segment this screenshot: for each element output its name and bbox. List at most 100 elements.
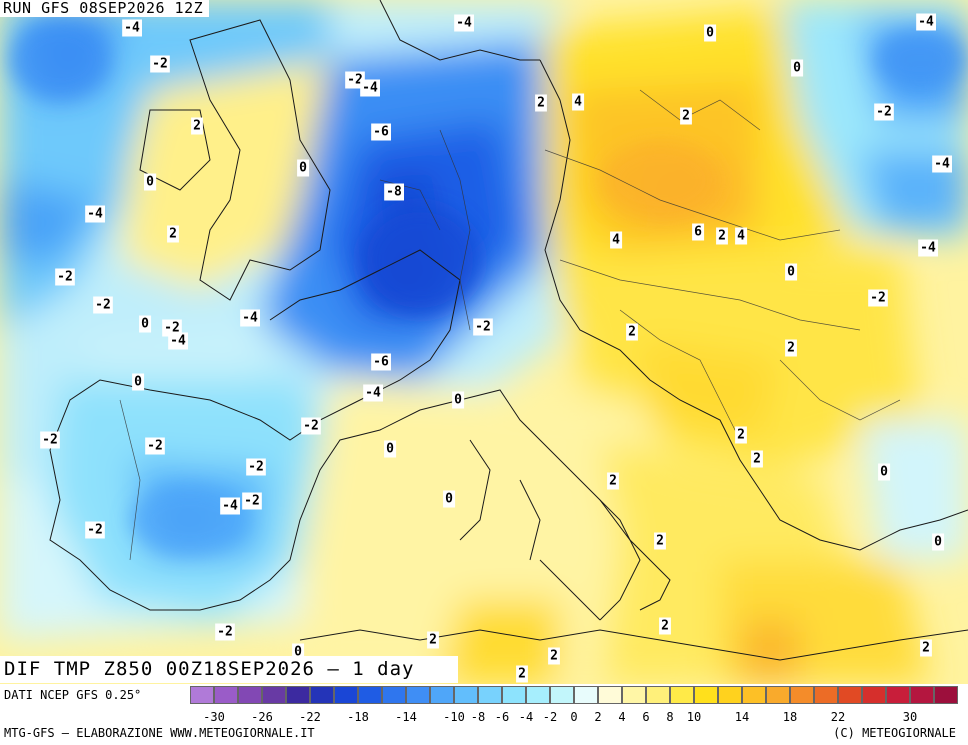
isoline-label: 4: [574, 95, 582, 110]
isoline-label-box: [371, 123, 391, 141]
isoline-label: 2: [787, 341, 795, 356]
scale-tick-label: -18: [347, 710, 369, 724]
scale-tick-label: 30: [902, 710, 918, 724]
scale-tick-label: -10: [443, 710, 465, 724]
isoline-label: 2: [609, 474, 617, 489]
scale-swatch: [286, 686, 310, 704]
isoline-label-box: [384, 440, 397, 458]
isoline-label-box: [454, 14, 474, 32]
isoline-label: 2: [661, 619, 669, 634]
isoline-label: 2: [169, 227, 177, 242]
isoline-label-box: [791, 59, 804, 77]
isoline-label: -4: [124, 21, 140, 36]
scale-tick-label: 0: [570, 710, 578, 724]
isoline-label-box: [191, 117, 203, 135]
scale-swatch: [814, 686, 838, 704]
scale-swatch: [526, 686, 550, 704]
isoline-label: 0: [445, 492, 453, 507]
isoline-label: -4: [365, 386, 381, 401]
isoline-label-box: [785, 263, 798, 281]
isoline-label: 2: [737, 428, 745, 443]
isoline-label: -4: [456, 16, 472, 31]
isoline-label: -2: [248, 460, 264, 475]
borders: [119, 89, 901, 561]
scale-tick-label: -8: [470, 710, 486, 724]
scale-swatch: [502, 686, 526, 704]
isoline-label: -4: [918, 15, 934, 30]
isoline-label-box: [167, 225, 179, 243]
isoline-label: 2: [429, 633, 437, 648]
scale-swatch: [478, 686, 502, 704]
isoline-label-box: [692, 223, 705, 241]
isoline-label-box: [93, 296, 113, 314]
isoline-label-box: [345, 71, 365, 89]
isoline-label: 4: [737, 229, 745, 244]
isoline-label: 2: [682, 109, 690, 124]
scale-swatch: [190, 686, 214, 704]
isoline-label: -2: [244, 494, 260, 509]
scale-swatch: [214, 686, 238, 704]
scale-swatch: [622, 686, 646, 704]
isoline-label: 0: [787, 265, 795, 280]
isoline-label: 2: [193, 119, 201, 134]
scale-swatch: [862, 686, 886, 704]
isoline-label: 0: [299, 161, 307, 176]
isoline-label-box: [363, 384, 383, 402]
isoline-label: 6: [694, 225, 702, 240]
isoline-label: 2: [753, 452, 761, 467]
isoline-label-box: [868, 289, 888, 307]
isoline-label: -2: [147, 439, 163, 454]
isoline-label-box: [371, 353, 391, 371]
isoline-label: -4: [934, 157, 950, 172]
isoline-label: 0: [934, 535, 942, 550]
isoline-label-box: [610, 231, 623, 249]
scale-tick-label: -14: [395, 710, 417, 724]
isoline-label: 0: [793, 61, 801, 76]
isoline-label-box: [659, 617, 671, 635]
isoline-label: -2: [42, 433, 58, 448]
isoline-label: 2: [518, 667, 526, 682]
isoline-label-box: [572, 93, 585, 111]
isoline-label: 0: [706, 26, 714, 41]
isoline-label-box: [384, 183, 404, 201]
scale-swatch: [670, 686, 694, 704]
scale-swatch: [238, 686, 262, 704]
isoline-label: 4: [612, 233, 620, 248]
isoline-label-box: [535, 94, 547, 112]
isoline-label-box: [220, 497, 240, 515]
isoline-label: 2: [550, 649, 558, 664]
isoline-label: -4: [170, 334, 186, 349]
scale-swatch: [766, 686, 790, 704]
anomaly-detail: [10, 20, 965, 555]
isoline-label-box: [122, 19, 142, 37]
temperature-anomaly-map: -4-2-2-420-60-8-42-2-20-2-4-4-6-40-200-2…: [0, 0, 968, 684]
map-title: DIF TMP Z850 00Z18SEP2026 — 1 day: [0, 656, 458, 683]
scale-swatch: [718, 686, 742, 704]
isoline-label-box: [607, 472, 619, 490]
map-footer: DATI NCEP GFS 0.25° -30 -26 -22 -18 -14 -10 -8…: [0, 684, 968, 745]
isoline-label-box: [145, 437, 165, 455]
scale-swatch: [790, 686, 814, 704]
isoline-label: 2: [718, 229, 726, 244]
scale-swatch: [310, 686, 334, 704]
isoline-label: -2: [876, 105, 892, 120]
scale-swatch: [934, 686, 958, 704]
scale-tick-label: 10: [686, 710, 702, 724]
scale-tick-label: -4: [518, 710, 534, 724]
isoline-label: 2: [922, 641, 930, 656]
isoline-label: 2: [628, 325, 636, 340]
isoline-label: 2: [537, 96, 545, 111]
isoline-label: 0: [294, 645, 302, 660]
isoline-label: 0: [454, 393, 462, 408]
scale-tick-label: 8: [666, 710, 674, 724]
isoline-label-box: [785, 339, 797, 357]
isoline-label-box: [215, 623, 235, 641]
isoline-label-box: [916, 13, 936, 31]
scale-swatch: [694, 686, 718, 704]
isoline-label: -4: [222, 499, 238, 514]
credit-right: (C) METEOGIORNALE: [833, 726, 956, 740]
isoline-label-box: [240, 309, 260, 327]
data-source: DATI NCEP GFS 0.25°: [4, 688, 142, 702]
isoline-label: -2: [152, 57, 168, 72]
isoline-label: -2: [303, 419, 319, 434]
